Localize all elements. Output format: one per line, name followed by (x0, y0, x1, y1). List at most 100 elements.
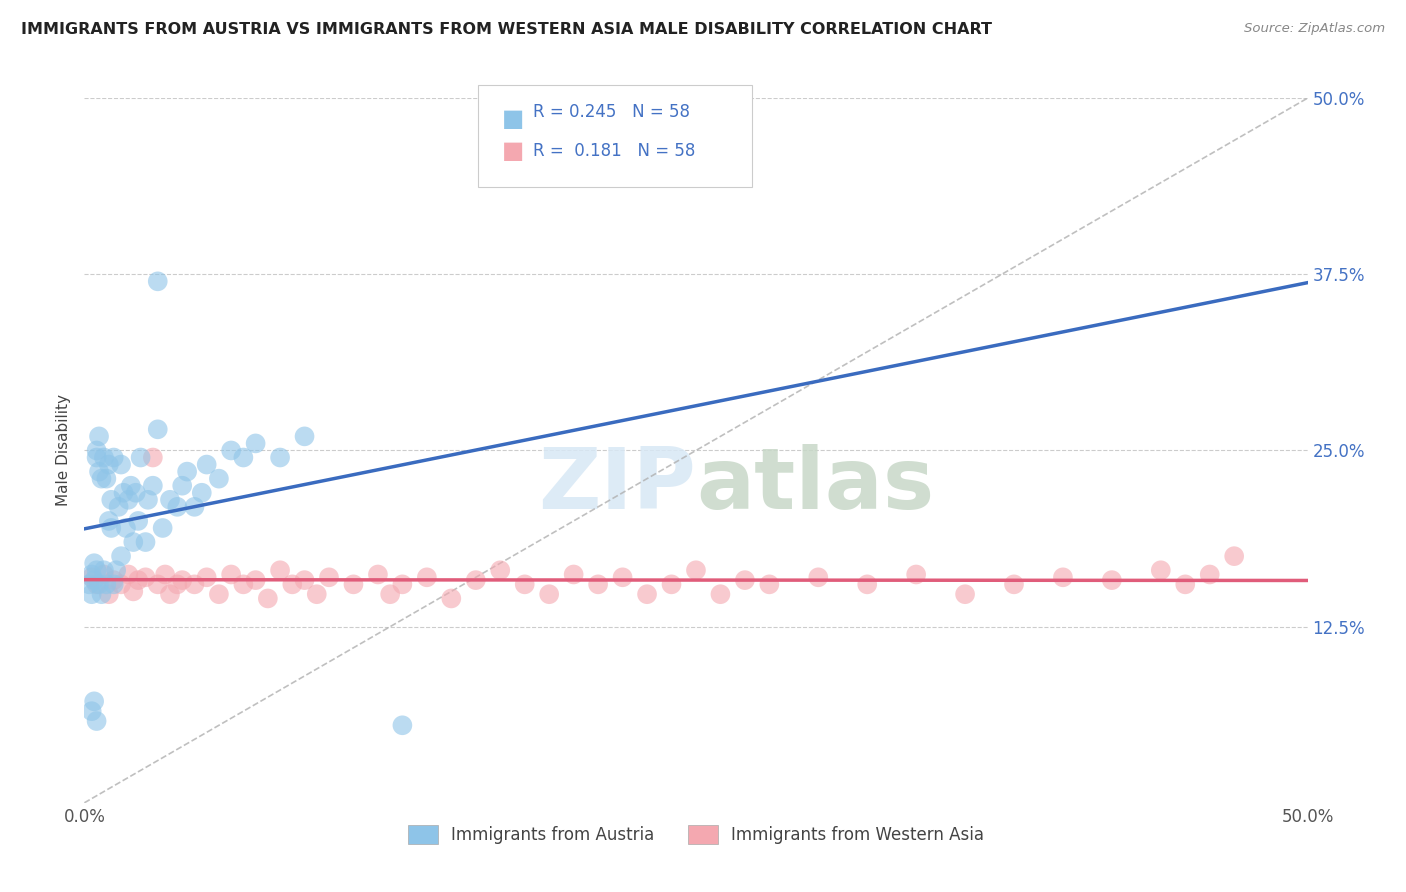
Point (87, 429, 110, 443)
Point (232, 577, 254, 591)
Point (513, 577, 536, 591)
Point (257, 591, 280, 606)
Point (83, 573, 105, 587)
Point (152, 521, 174, 535)
Point (159, 587, 181, 601)
Point (96, 577, 118, 591)
Point (83, 556, 105, 570)
Point (758, 577, 780, 591)
Point (86, 450, 108, 465)
Point (661, 577, 683, 591)
Point (146, 577, 169, 591)
Point (142, 450, 165, 465)
Point (195, 458, 218, 472)
Point (905, 567, 928, 582)
Point (1101, 573, 1123, 587)
Point (856, 577, 879, 591)
Point (87, 465, 110, 479)
Point (464, 573, 486, 587)
Point (159, 492, 181, 507)
Point (294, 573, 316, 587)
Point (183, 500, 205, 514)
Point (146, 422, 169, 436)
Point (562, 567, 585, 582)
Point (86, 563, 108, 577)
Point (122, 584, 145, 599)
Point (1002, 577, 1025, 591)
Point (115, 521, 138, 535)
Point (172, 573, 194, 587)
Point (176, 465, 198, 479)
Point (153, 567, 176, 582)
Point (440, 591, 463, 606)
Point (391, 718, 413, 732)
Text: Source: ZipAtlas.com: Source: ZipAtlas.com (1244, 22, 1385, 36)
Point (97, 587, 120, 601)
Point (208, 587, 231, 601)
Point (110, 458, 132, 472)
Point (103, 577, 125, 591)
Point (86, 443, 108, 458)
Point (83, 694, 105, 708)
Point (172, 478, 194, 492)
Point (90, 472, 112, 486)
Point (367, 567, 389, 582)
Point (127, 573, 149, 587)
Point (142, 478, 165, 492)
Point (80, 704, 103, 718)
Point (245, 436, 267, 450)
Point (232, 450, 254, 465)
Text: atlas: atlas (696, 444, 934, 527)
Point (208, 472, 231, 486)
Point (93, 563, 115, 577)
Point (1174, 577, 1197, 591)
Point (80, 570, 103, 584)
Text: R = 0.245   N = 58: R = 0.245 N = 58 (533, 103, 690, 121)
Point (103, 450, 125, 465)
Point (807, 570, 830, 584)
Point (219, 567, 242, 582)
Point (100, 492, 122, 507)
Point (219, 443, 242, 458)
Text: ■: ■ (502, 107, 524, 131)
Point (953, 587, 976, 601)
Point (117, 567, 139, 582)
Point (391, 577, 413, 591)
Point (183, 577, 205, 591)
Point (97, 458, 120, 472)
Point (117, 492, 139, 507)
Point (416, 570, 439, 584)
Point (538, 587, 561, 601)
Point (195, 570, 218, 584)
Point (107, 500, 129, 514)
Point (80, 567, 103, 582)
Point (135, 535, 157, 549)
Point (146, 274, 169, 288)
Point (1150, 563, 1173, 577)
Point (77, 577, 100, 591)
Point (734, 573, 756, 587)
Point (129, 450, 152, 465)
Y-axis label: Male Disability: Male Disability (56, 394, 72, 507)
Point (87, 577, 110, 591)
Point (86, 577, 108, 591)
Point (86, 714, 108, 728)
Point (90, 587, 112, 601)
Point (281, 577, 304, 591)
Legend: Immigrants from Austria, Immigrants from Western Asia: Immigrants from Austria, Immigrants from… (401, 818, 991, 851)
Point (80, 587, 103, 601)
Point (110, 549, 132, 564)
Point (342, 577, 364, 591)
Point (380, 587, 402, 601)
Point (245, 573, 267, 587)
Point (97, 514, 120, 528)
Point (110, 577, 132, 591)
Point (586, 577, 609, 591)
Point (93, 450, 115, 465)
Point (269, 450, 291, 465)
Point (100, 521, 122, 535)
Point (1052, 570, 1074, 584)
Point (135, 570, 157, 584)
Point (1198, 567, 1220, 582)
Point (612, 570, 634, 584)
